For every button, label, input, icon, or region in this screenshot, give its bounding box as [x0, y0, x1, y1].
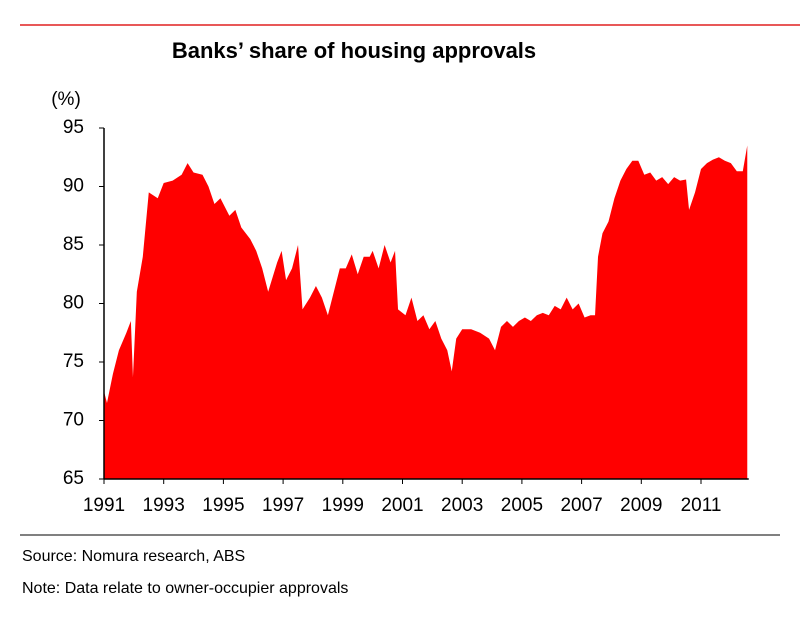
y-tick-label: 75 [63, 351, 84, 372]
x-tick-label: 1993 [143, 495, 185, 516]
note: Note: Data relate to owner-occupier appr… [22, 580, 348, 597]
x-tick-label: 1995 [202, 495, 244, 516]
x-tick-label: 2011 [681, 495, 722, 516]
y-tick-label: 90 [63, 176, 84, 197]
x-tick-label: 2005 [501, 495, 543, 516]
y-tick-label: 80 [63, 293, 84, 314]
x-tick-label: 2007 [560, 495, 602, 516]
x-tick-label: 2009 [620, 495, 662, 516]
source: Source: Nomura research, ABS [22, 548, 245, 565]
x-tick-label: 2003 [441, 495, 483, 516]
x-tick-label: 1991 [83, 495, 125, 516]
x-tick-label: 1999 [322, 495, 364, 516]
y-tick-label: 95 [63, 117, 84, 138]
area [104, 145, 748, 480]
y-axis-label: (%) [51, 89, 81, 110]
y-tick-label: 65 [63, 468, 84, 489]
x-tick-label: 2001 [381, 495, 423, 516]
y-tick-label: 85 [63, 234, 84, 255]
chart-title: Banks’ share of housing approvals [172, 38, 536, 63]
y-tick-label: 70 [63, 410, 84, 431]
x-tick-label: 1997 [262, 495, 304, 516]
